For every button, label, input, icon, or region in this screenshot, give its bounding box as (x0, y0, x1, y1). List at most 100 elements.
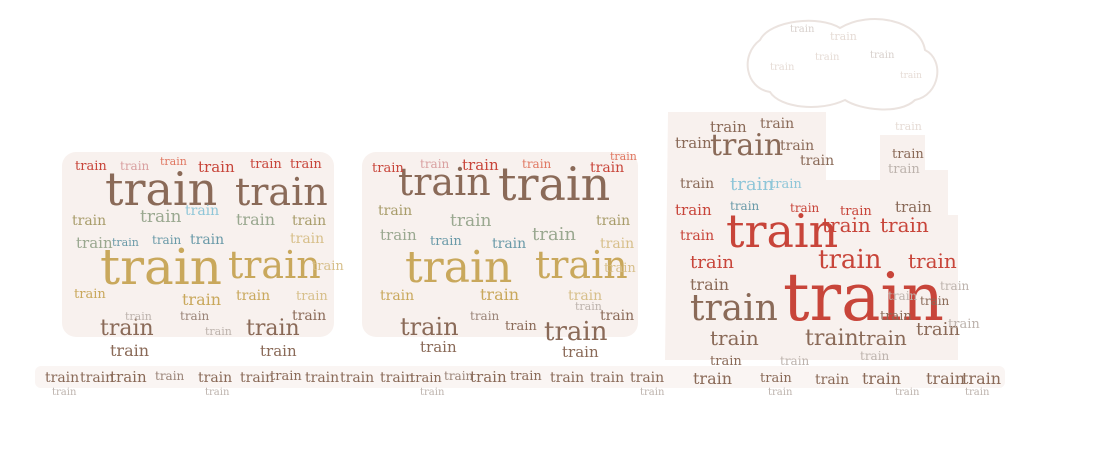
word-train-6: train (160, 155, 187, 168)
word-train-106: train (900, 71, 922, 81)
word-train-26: train (246, 316, 300, 341)
word-train-130: train (962, 369, 1001, 388)
word-train-72: train (675, 201, 712, 219)
word-train-59: train (420, 338, 457, 356)
word-train-8: train (250, 157, 282, 172)
word-train-50: train (600, 236, 634, 252)
word-train-129: train (926, 369, 965, 388)
word-train-96: train (940, 279, 970, 293)
word-train-60: train (562, 343, 599, 361)
word-train-75: train (840, 204, 872, 219)
word-train-55: train (505, 319, 537, 334)
word-train-1: train (235, 170, 328, 214)
word-train-105: train (770, 62, 795, 73)
word-train-25: train (100, 316, 154, 341)
word-train-15: train (76, 234, 113, 252)
word-train-12: train (185, 203, 219, 219)
word-train-136: train (895, 387, 920, 398)
word-train-109: train (80, 370, 114, 386)
word-train-118: train (410, 371, 442, 386)
word-train-45: train (532, 224, 576, 245)
word-train-113: train (240, 370, 274, 386)
word-train-23: train (296, 289, 328, 304)
word-train-7: train (198, 158, 235, 176)
word-train-24: train (312, 259, 344, 274)
word-train-117: train (380, 370, 414, 386)
word-train-13: train (236, 210, 275, 229)
word-train-137: train (965, 387, 990, 398)
word-train-97: train (888, 289, 918, 303)
word-train-62: train (575, 300, 602, 313)
word-train-0: train (105, 162, 217, 216)
word-train-28: train (110, 341, 149, 360)
word-train-20: train (74, 287, 106, 302)
word-train-31: train (125, 310, 152, 323)
word-train-86: train (690, 275, 729, 294)
word-train-116: train (340, 370, 374, 386)
word-train-94: train (880, 309, 912, 324)
word-train-126: train (760, 371, 792, 386)
word-train-82: train (880, 213, 929, 237)
word-train-32: train (205, 325, 232, 338)
smoke-silhouette (746, 18, 939, 111)
word-train-120: train (470, 368, 507, 386)
word-train-44: train (450, 211, 492, 231)
word-train-90: train (805, 326, 859, 351)
word-train-29: train (260, 342, 297, 360)
word-train-124: train (630, 370, 664, 386)
word-train-14: train (292, 213, 326, 229)
word-train-123: train (590, 370, 624, 386)
word-train-70: train (680, 176, 714, 192)
word-train-112: train (198, 370, 232, 386)
rail-silhouette (35, 366, 1005, 388)
word-train-49: train (492, 236, 526, 252)
word-train-84: train (818, 245, 882, 275)
word-train-36: train (535, 243, 628, 287)
locomotive-silhouette (665, 112, 958, 360)
word-train-37: train (372, 161, 404, 176)
wagon-2-silhouette (362, 152, 638, 337)
word-train-134: train (640, 387, 665, 398)
word-train-87: train (783, 259, 944, 336)
word-train-35: train (405, 242, 512, 293)
word-train-57: train (544, 317, 608, 347)
word-train-74: train (790, 201, 820, 215)
word-train-104: train (870, 50, 895, 61)
word-train-108: train (45, 370, 79, 386)
word-train-18: train (190, 232, 224, 248)
word-train-27: train (292, 308, 326, 324)
word-train-52: train (480, 285, 519, 304)
word-train-2: train (100, 238, 222, 296)
word-train-58: train (600, 308, 634, 324)
word-train-53: train (568, 288, 602, 304)
word-train-64: train (710, 118, 747, 136)
word-train-132: train (205, 387, 230, 398)
word-train-125: train (693, 369, 732, 388)
word-train-66: train (760, 116, 794, 132)
word-train-51: train (380, 288, 414, 304)
word-train-103: train (815, 52, 840, 63)
word-train-76: train (895, 198, 932, 216)
word-train-122: train (550, 370, 584, 386)
word-train-33: train (398, 160, 491, 204)
word-train-107: train (895, 120, 922, 133)
word-train-131: train (52, 387, 77, 398)
word-train-30: train (180, 309, 210, 323)
word-train-93: train (948, 317, 980, 332)
word-train-121: train (510, 369, 542, 384)
word-train-68: train (800, 153, 834, 169)
word-train-9: train (290, 157, 322, 172)
word-train-127: train (815, 372, 849, 388)
word-train-4: train (75, 159, 107, 174)
word-train-67: train (780, 138, 814, 154)
word-train-16: train (112, 236, 139, 249)
word-train-101: train (790, 24, 815, 35)
word-train-69: train (730, 174, 774, 195)
word-train-54: train (604, 261, 636, 276)
word-train-34: train (498, 157, 610, 211)
word-train-77: train (888, 162, 920, 177)
word-train-83: train (690, 252, 734, 273)
word-train-38: train (420, 157, 450, 171)
